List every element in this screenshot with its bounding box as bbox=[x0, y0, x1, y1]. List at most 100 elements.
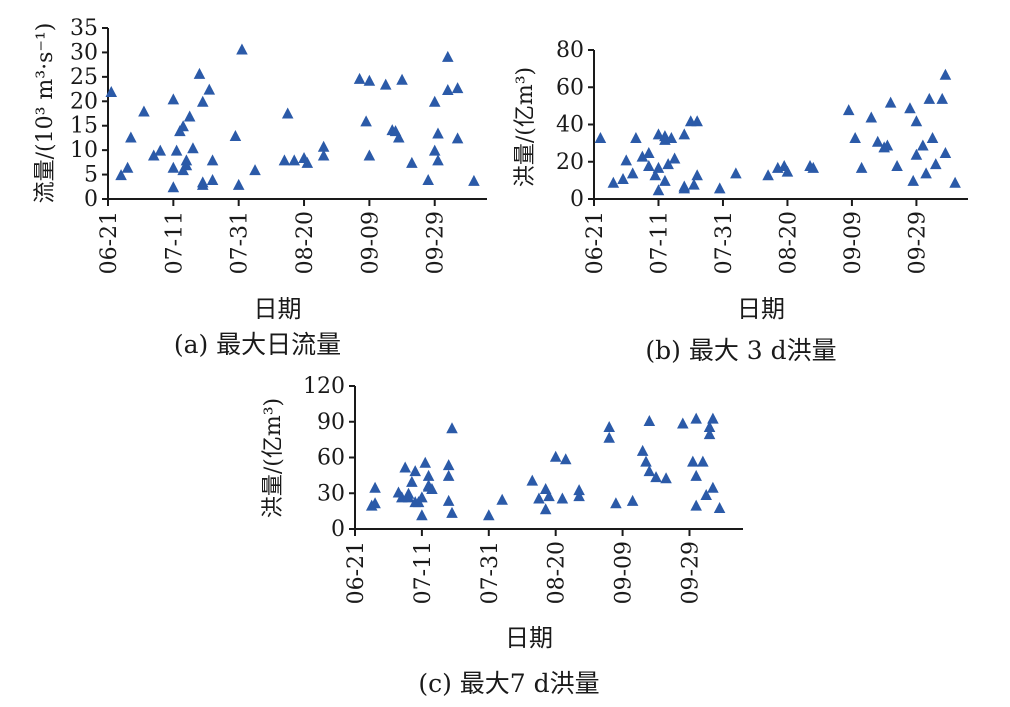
data-point bbox=[360, 115, 372, 127]
data-point bbox=[206, 173, 219, 185]
y-tick-label: 0 bbox=[84, 187, 98, 212]
data-point bbox=[446, 422, 458, 434]
data-point bbox=[640, 455, 652, 467]
y-axis-title: 洪量/(亿m³) bbox=[261, 398, 286, 518]
x-tick-label: 07-11 bbox=[647, 211, 672, 274]
y-tick-label: 30 bbox=[70, 40, 98, 65]
x-tick-label: 07-11 bbox=[162, 211, 187, 274]
data-point bbox=[707, 481, 719, 493]
data-point bbox=[917, 139, 929, 151]
data-point bbox=[281, 107, 294, 119]
data-point bbox=[652, 184, 665, 196]
data-point bbox=[659, 174, 671, 186]
x-tick-label: 06-21 bbox=[583, 211, 608, 274]
y-tick-label: 60 bbox=[317, 446, 345, 471]
x-axis-title: 日期 bbox=[254, 295, 302, 323]
data-point bbox=[229, 129, 242, 141]
data-point bbox=[416, 491, 428, 503]
x-tick-label: 06-21 bbox=[344, 541, 369, 604]
data-point bbox=[187, 142, 199, 154]
data-point bbox=[170, 144, 183, 156]
data-point bbox=[660, 472, 672, 484]
y-tick-label: 30 bbox=[317, 481, 345, 506]
data-point bbox=[949, 176, 961, 188]
data-point bbox=[939, 68, 952, 80]
x-tick-label: 07-31 bbox=[478, 541, 503, 604]
data-point bbox=[369, 481, 381, 493]
data-point bbox=[556, 492, 569, 504]
data-point bbox=[236, 43, 248, 55]
data-point bbox=[573, 484, 585, 496]
data-point bbox=[363, 149, 376, 161]
data-point bbox=[688, 178, 700, 190]
data-point bbox=[630, 132, 642, 144]
data-point bbox=[147, 149, 160, 161]
data-point bbox=[468, 174, 480, 186]
data-point bbox=[884, 96, 897, 108]
x-axis-title: 日期 bbox=[737, 295, 785, 323]
data-point bbox=[442, 50, 454, 62]
data-point bbox=[543, 490, 555, 502]
data-point bbox=[703, 428, 716, 440]
data-point bbox=[707, 412, 719, 424]
data-point bbox=[549, 450, 562, 462]
y-tick-label: 20 bbox=[556, 150, 584, 175]
data-point bbox=[652, 161, 665, 173]
y-tick-label: 0 bbox=[331, 517, 345, 542]
data-point bbox=[353, 72, 366, 84]
data-point bbox=[891, 159, 903, 171]
data-point bbox=[691, 169, 703, 181]
data-point bbox=[196, 95, 209, 107]
data-point bbox=[193, 67, 206, 79]
data-point bbox=[603, 431, 615, 443]
data-point bbox=[496, 493, 508, 505]
y-tick-label: 120 bbox=[303, 374, 345, 399]
data-point bbox=[393, 131, 405, 143]
data-point bbox=[697, 455, 709, 467]
data-point bbox=[842, 104, 855, 116]
data-point bbox=[636, 150, 649, 162]
y-tick-label: 20 bbox=[70, 89, 98, 114]
data-point bbox=[432, 154, 444, 166]
data-point bbox=[703, 421, 716, 433]
data-point bbox=[399, 461, 411, 473]
x-tick-label: 09-09 bbox=[612, 541, 637, 604]
y-axis-title: 洪量/(亿m³) bbox=[513, 67, 538, 187]
x-tick-label: 06-21 bbox=[97, 211, 122, 274]
data-point bbox=[939, 146, 952, 158]
data-point bbox=[539, 503, 552, 515]
data-point bbox=[849, 132, 861, 144]
data-point bbox=[183, 110, 196, 122]
x-tick-label: 09-29 bbox=[424, 211, 449, 274]
x-tick-label: 07-31 bbox=[712, 211, 737, 274]
data-point bbox=[442, 459, 455, 471]
data-point bbox=[594, 132, 607, 144]
data-point bbox=[428, 144, 441, 156]
data-point bbox=[662, 158, 674, 170]
chart-panel-c: 0 30 60 90 120 06-21 07-11 07-31 08-20 09-09 09-29… bbox=[261, 374, 743, 698]
y-tick-label: 60 bbox=[556, 75, 584, 100]
data-point bbox=[626, 494, 639, 506]
x-tick-label: 09-09 bbox=[358, 211, 383, 274]
y-tick-label: 0 bbox=[570, 187, 584, 212]
data-point bbox=[167, 181, 180, 193]
panel-caption: (a) 最大日流量 bbox=[174, 330, 341, 359]
data-point bbox=[650, 471, 662, 483]
data-point bbox=[687, 455, 699, 467]
data-point bbox=[936, 92, 948, 104]
x-tick-label: 07-31 bbox=[228, 211, 253, 274]
data-point bbox=[620, 154, 633, 166]
data-point bbox=[317, 140, 330, 152]
data-point bbox=[422, 469, 435, 481]
data-point bbox=[881, 139, 894, 151]
y-tick-label: 80 bbox=[556, 38, 584, 63]
data-point bbox=[865, 111, 878, 123]
panel-caption: (b) 最大 3 d洪量 bbox=[645, 336, 836, 365]
data-point bbox=[416, 509, 428, 521]
data-point bbox=[762, 169, 774, 181]
data-point bbox=[167, 93, 180, 105]
data-point bbox=[442, 469, 455, 481]
y-tick-label: 35 bbox=[70, 16, 98, 41]
data-point bbox=[643, 415, 656, 427]
